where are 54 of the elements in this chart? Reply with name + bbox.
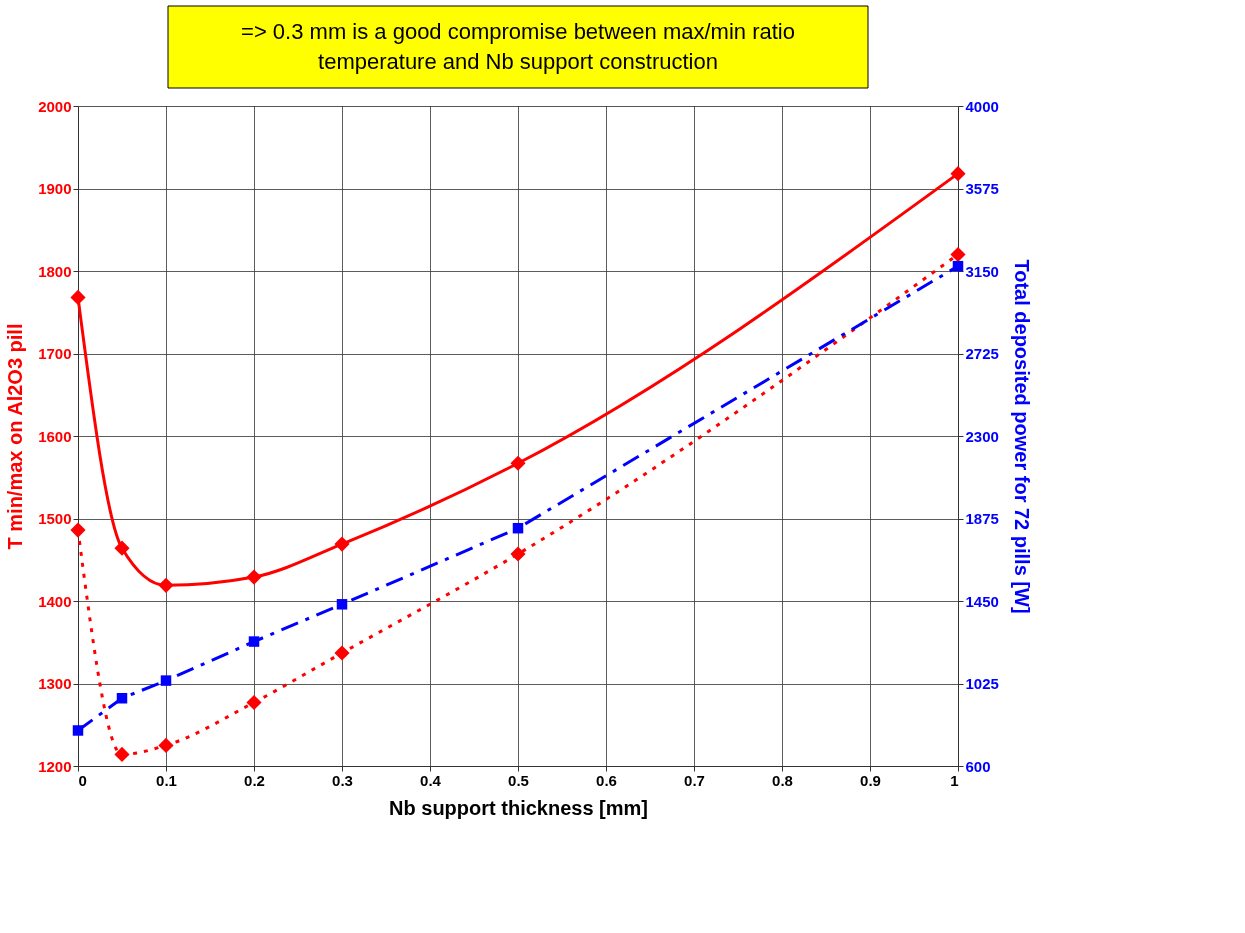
y-axis-title: T min/max on Al2O3 pill [4,323,27,550]
text: => 0.3 mm is a good compromise between max/min ratio temperature and Nb support construction [241,19,795,74]
point [950,166,966,182]
point [70,522,86,538]
x-tick-label: 0 [78,771,87,789]
y2-tick-label: 1875 [965,510,999,527]
x-tick-label: 0.7 [684,771,705,789]
point [334,645,350,661]
x-tick-label: 0.1 [156,771,177,789]
point [116,693,128,704]
y2-axis-title: Total deposited power for 72 pills [W] [1010,259,1033,614]
point [246,569,262,585]
y2-tick-label: 600 [965,757,991,775]
x-tick-label: 0.2 [244,771,265,789]
point [952,260,964,272]
y-tick-label: 2000 [38,97,72,115]
point [510,455,526,471]
point [114,540,130,556]
y-tick-label: 1400 [38,592,72,610]
y2-tick-label: 2725 [965,345,999,362]
point [114,746,130,763]
point [248,636,260,647]
y-tick-label: 1500 [38,510,72,527]
y-tick-label: 1600 [38,427,72,445]
point [510,546,526,562]
y-tick-label: 1300 [38,675,72,692]
x-tick-label: 0.8 [772,771,793,789]
y-tick-label: 1800 [38,262,72,280]
x-axis-title: Nb support thickness [mm] [389,796,648,819]
point [950,246,966,263]
y2-tick-label: 2300 [965,427,999,445]
y2-tick-label: 1450 [965,592,999,610]
point [158,577,174,593]
x-tick-label: 0.4 [420,771,442,789]
point [158,737,174,753]
x-tick-label: 0.3 [332,771,353,789]
point [160,675,172,686]
y-tick-label: 1700 [38,345,72,362]
point [334,536,350,552]
point [72,725,84,736]
x-tick-label: 1 [950,771,959,789]
y2-tick-label: 3575 [965,180,999,197]
x-tick-label: 0.9 [860,771,881,789]
y2-tick-label: 1025 [965,675,999,692]
y-tick-label: 1900 [38,180,72,197]
point [512,522,524,534]
point [246,694,262,711]
point [336,599,348,610]
y-tick-label: 1200 [38,757,72,775]
x-tick-label: 0.6 [596,771,617,789]
point [70,289,86,305]
y2-tick-label: 3150 [965,262,999,280]
x-tick-label: 0.5 [508,771,529,789]
y2-tick-label: 4000 [965,97,999,115]
